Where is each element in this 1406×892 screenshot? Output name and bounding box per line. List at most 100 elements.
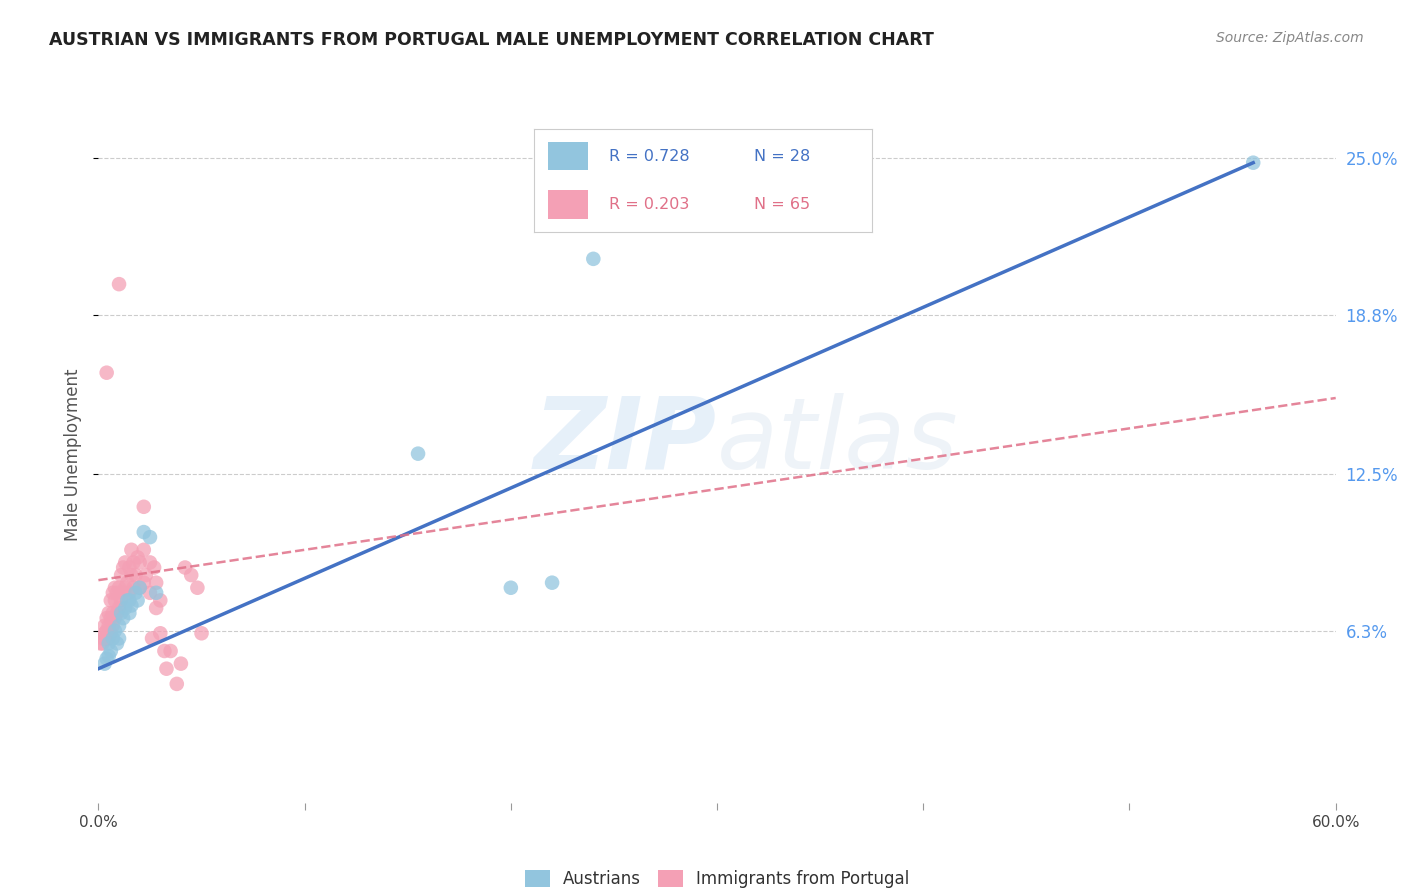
Point <box>132 525 155 540</box>
Point <box>582 252 605 266</box>
Point <box>132 542 155 557</box>
Point <box>190 626 212 640</box>
Point <box>120 568 142 582</box>
Point <box>139 586 162 600</box>
Point <box>122 581 145 595</box>
Point <box>114 581 136 595</box>
Legend: Austrians, Immigrants from Portugal: Austrians, Immigrants from Portugal <box>524 871 910 888</box>
Point <box>110 568 132 582</box>
Point <box>127 550 149 565</box>
Point <box>166 677 188 691</box>
Point <box>132 575 155 590</box>
Point <box>128 581 150 595</box>
Point <box>124 586 146 600</box>
Text: R = 0.203: R = 0.203 <box>609 197 689 211</box>
Point <box>104 624 127 638</box>
Point <box>114 556 136 570</box>
Point <box>108 601 131 615</box>
Point <box>105 586 128 600</box>
Point <box>118 560 141 574</box>
Point <box>93 626 115 640</box>
Point <box>149 626 172 640</box>
Point <box>108 581 131 595</box>
Text: AUSTRIAN VS IMMIGRANTS FROM PORTUGAL MALE UNEMPLOYMENT CORRELATION CHART: AUSTRIAN VS IMMIGRANTS FROM PORTUGAL MAL… <box>49 31 934 49</box>
Point <box>499 581 522 595</box>
Point <box>97 636 120 650</box>
Point <box>128 581 150 595</box>
Point <box>104 593 127 607</box>
Point <box>104 581 127 595</box>
Point <box>112 611 135 625</box>
Point <box>120 542 142 557</box>
Point <box>93 618 115 632</box>
Point <box>132 500 155 514</box>
Point <box>117 575 139 590</box>
Point <box>100 644 122 658</box>
Point <box>159 644 181 658</box>
Point <box>135 568 157 582</box>
Point <box>118 586 141 600</box>
Point <box>112 586 135 600</box>
Point <box>100 611 122 625</box>
FancyBboxPatch shape <box>548 190 588 219</box>
Point <box>117 593 139 607</box>
Point <box>145 575 167 590</box>
Point <box>110 593 132 607</box>
Point <box>105 606 128 620</box>
Point <box>153 644 176 658</box>
Point <box>96 624 118 638</box>
Text: Source: ZipAtlas.com: Source: ZipAtlas.com <box>1216 31 1364 45</box>
Point <box>101 618 124 632</box>
Point <box>93 657 115 671</box>
Text: atlas: atlas <box>717 392 959 490</box>
Text: N = 65: N = 65 <box>754 197 810 211</box>
Point <box>100 626 122 640</box>
Point <box>96 366 118 380</box>
Point <box>139 556 162 570</box>
Point <box>96 651 118 665</box>
Point <box>97 648 120 663</box>
Point <box>97 632 120 646</box>
Point <box>101 586 124 600</box>
Point <box>104 611 127 625</box>
Point <box>118 606 141 620</box>
FancyBboxPatch shape <box>548 142 588 170</box>
Point <box>96 632 118 646</box>
Point <box>89 636 111 650</box>
Point <box>101 632 124 646</box>
Y-axis label: Male Unemployment: Male Unemployment <box>65 368 83 541</box>
Point <box>108 632 131 646</box>
Point <box>120 599 142 613</box>
Point <box>180 568 202 582</box>
Point <box>108 277 131 292</box>
Point <box>1241 155 1264 169</box>
Point <box>128 556 150 570</box>
Point <box>108 618 131 632</box>
Point <box>114 601 136 615</box>
Point <box>139 530 162 544</box>
Text: R = 0.728: R = 0.728 <box>609 148 689 163</box>
Point <box>97 606 120 620</box>
Point <box>141 632 163 646</box>
Point <box>127 593 149 607</box>
Point <box>100 593 122 607</box>
Point <box>97 618 120 632</box>
Point <box>406 447 429 461</box>
Point <box>170 657 193 671</box>
Point <box>96 611 118 625</box>
Point <box>110 606 132 620</box>
Point <box>91 632 114 646</box>
Point <box>122 556 145 570</box>
Point <box>143 560 166 574</box>
Point <box>112 560 135 574</box>
Point <box>155 662 177 676</box>
Point <box>101 606 124 620</box>
Point <box>105 636 128 650</box>
Text: ZIP: ZIP <box>534 392 717 490</box>
Point <box>118 593 141 607</box>
Text: N = 28: N = 28 <box>754 148 810 163</box>
Point <box>186 581 208 595</box>
Point <box>541 575 564 590</box>
Point <box>124 568 146 582</box>
Point <box>93 632 115 646</box>
